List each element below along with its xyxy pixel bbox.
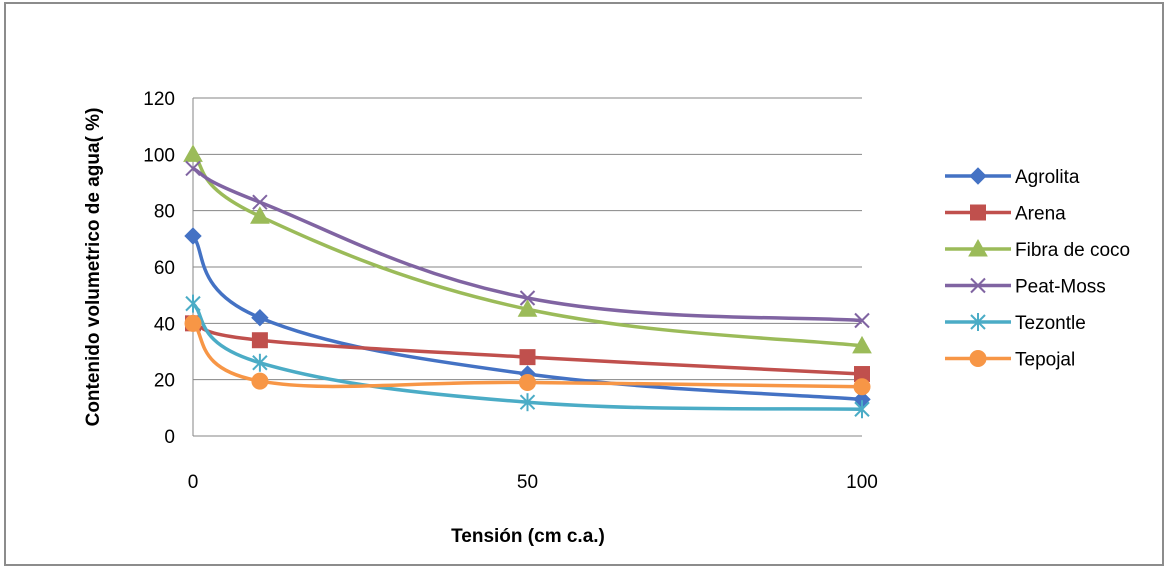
legend-label-fibra-de-coco: Fibra de coco [1015,240,1130,261]
data-point-tezontle [519,393,536,412]
gridlines [193,97,862,381]
data-point-arena [251,332,268,349]
data-point-fibra-de-coco [250,206,270,224]
series-line-arena [192,321,863,376]
y-tick-label: 60 [154,258,175,279]
series-fibra-de-coco [183,144,872,354]
data-point-tezontle [252,353,268,372]
series-tezontle [185,294,870,419]
data-point-agrolita [184,227,202,245]
legend-label-tezontle: Tezontle [1015,313,1086,334]
data-point-agrolita [251,308,269,327]
y-axis-title: Contenido volumetrico de agua( %) [83,108,104,427]
data-point-peat-moss [185,160,201,177]
legend-label-agrolita: Agrolita [1015,167,1080,188]
y-tick-label: 0 [164,427,175,448]
legend-marker-fibra-de-coco [968,238,988,257]
data-point-tezontle [185,294,201,313]
legend-label-peat-moss: Peat-Moss [1015,277,1106,298]
y-tick-label: 20 [154,371,175,392]
x-axis-title: Tensión (cm c.a.) [451,526,605,547]
x-tick-label: 0 [188,472,199,493]
series-layer [183,144,872,419]
legend-entry-arena: Arena [945,204,1066,225]
y-tick-label: 120 [143,89,175,110]
series-tepojal [184,314,871,396]
legend-marker-agrolita [969,167,987,185]
data-point-fibra-de-coco [852,335,872,354]
legend-marker-tezontle [970,313,986,331]
series-line-peat-moss [192,166,863,323]
y-tick-label: 80 [154,202,175,223]
axes: 0 20 40 60 80 100 120 0 50 100 [143,89,878,493]
legend-label-tepojal: Tepojal [1015,350,1075,371]
x-tick-label: 50 [517,472,538,493]
data-point-tepojal [251,372,269,390]
legend-entry-agrolita: Agrolita [945,167,1080,188]
data-point-arena [519,349,536,366]
data-point-tezontle [854,400,870,419]
series-line-tepojal [191,322,863,389]
legend-marker-peat-moss [970,277,986,294]
series-line-agrolita [191,234,863,402]
data-point-fibra-de-coco [183,144,203,162]
legend-label-arena: Arena [1015,204,1066,225]
series-agrolita [184,227,871,409]
legend-marker-tepojal [969,350,987,367]
legend-entry-tepojal: Tepojal [945,350,1075,371]
series-peat-moss [185,160,870,329]
data-point-tepojal [853,378,871,396]
legend-entry-tezontle: Tezontle [945,313,1086,334]
y-tick-label: 40 [154,314,175,335]
legend-entry-fibra-de-coco: Fibra de coco [945,238,1130,261]
x-tick-label: 100 [846,472,878,493]
data-point-peat-moss [252,194,268,210]
data-point-tepojal [184,314,202,332]
data-point-peat-moss [854,312,870,329]
data-point-peat-moss [519,290,536,306]
series-line-fibra-de-coco [191,153,863,348]
data-point-fibra-de-coco [517,299,538,317]
legend-marker-arena [970,204,986,221]
data-point-tepojal [519,373,536,391]
legend: Agrolita Arena Fibra de coco Peat-Moss Tezon… [945,167,1130,371]
series-line-tezontle [191,302,863,411]
legend-entry-peat-moss: Peat-Moss [945,277,1106,298]
y-tick-label: 100 [143,145,175,166]
